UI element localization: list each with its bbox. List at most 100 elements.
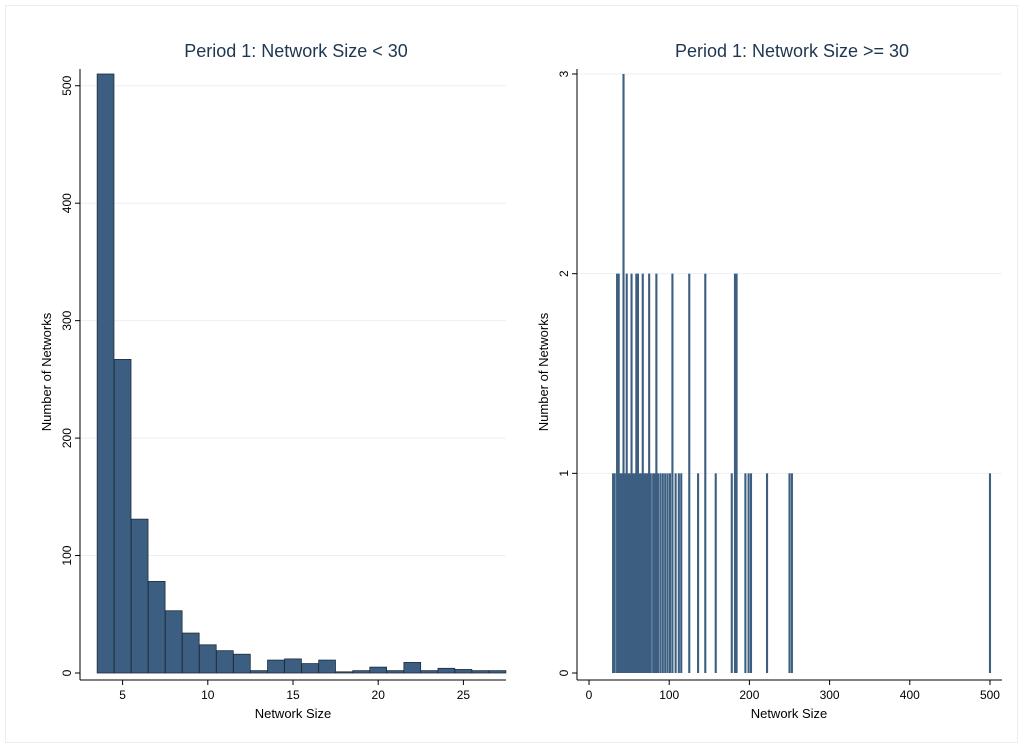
left-histogram-bar — [301, 663, 319, 674]
left-x-tick-label: 10 — [201, 688, 215, 702]
right-histogram-bar — [628, 473, 631, 673]
right-histogram-bar — [671, 273, 674, 673]
right-histogram-bar — [633, 473, 636, 673]
left-y-axis-label: Number of Networks — [39, 312, 54, 431]
left-histogram-bar — [352, 670, 370, 674]
right-histogram-bar — [636, 273, 639, 673]
right-histogram-bar — [632, 473, 635, 673]
right-histogram-bar — [697, 473, 700, 673]
left-y-tick-label: 200 — [60, 428, 74, 448]
right-histogram-bar — [630, 273, 633, 673]
right-histogram-bar — [674, 473, 677, 673]
left-histogram-bar — [113, 359, 132, 674]
right-histogram-bar — [627, 473, 630, 673]
right-histogram-bar — [652, 473, 655, 673]
right-y-tick-label: 0 — [557, 669, 571, 676]
left-histogram-bar — [181, 632, 200, 674]
left-histogram-bar — [420, 670, 439, 674]
right-histogram-bar — [641, 273, 644, 673]
right-histogram-bar — [617, 273, 620, 673]
left-histogram-bar — [403, 662, 422, 674]
right-histogram-bar — [661, 473, 664, 673]
right-histogram-bar — [688, 273, 691, 673]
right-y-axis-label: Number of Networks — [536, 312, 551, 431]
right-histogram-bar — [653, 473, 656, 673]
right-histogram-bar — [646, 473, 649, 673]
right-histogram-bar — [747, 473, 750, 673]
left-y-tick-label: 100 — [60, 545, 74, 565]
right-histogram-bar — [744, 473, 747, 673]
right-histogram-bar — [638, 473, 641, 673]
right-histogram-bar — [666, 473, 669, 673]
right-histogram-bar — [622, 74, 625, 673]
left-histogram-bar — [284, 658, 302, 674]
right-histogram-bar — [644, 473, 648, 673]
right-x-tick-label: 200 — [739, 688, 759, 702]
left-y-tick-label: 400 — [60, 193, 74, 213]
right-histogram-bar — [613, 473, 616, 673]
left-histogram-bar — [267, 659, 285, 674]
right-x-tick-label: 400 — [900, 688, 920, 702]
left-histogram-bar — [147, 580, 166, 674]
left-histogram-panel: Period 1: Network Size < 30 Network Size… — [39, 41, 507, 721]
right-histogram-bar — [616, 273, 619, 673]
right-histogram-bar — [988, 473, 992, 673]
right-histogram-bar — [733, 273, 737, 673]
right-y-tick-label: 2 — [557, 270, 571, 277]
right-histogram-bar — [612, 473, 615, 673]
left-y-tick-label: 300 — [60, 310, 74, 330]
right-histogram-bar — [765, 473, 769, 673]
right-histogram-bar — [788, 473, 791, 673]
right-histogram-bar — [659, 473, 662, 673]
right-histogram-bar — [655, 273, 658, 673]
right-x-axis-label: Network Size — [751, 706, 828, 721]
right-histogram-panel: Period 1: Network Size >= 30 Network Siz… — [536, 41, 1002, 721]
left-plot-area: 0 100 200 300 400 500 5 10 15 20 25 — [60, 69, 507, 702]
right-histogram-bar — [640, 473, 643, 673]
right-histogram-bar — [624, 473, 627, 673]
left-histogram-bar — [130, 518, 149, 674]
right-x-tick-label: 300 — [820, 688, 840, 702]
right-histogram-bar — [625, 273, 628, 673]
right-histogram-bar — [668, 473, 672, 673]
right-y-tick-label: 1 — [557, 470, 571, 477]
left-histogram-bar — [250, 670, 268, 674]
left-histogram-bar — [164, 610, 183, 674]
left-histogram-bar — [335, 671, 353, 674]
left-histogram-bar — [454, 669, 473, 674]
left-histogram-bar — [471, 670, 490, 674]
right-histogram-bar — [714, 473, 717, 673]
right-x-tick-label: 100 — [659, 688, 679, 702]
left-histogram-bar — [488, 670, 507, 674]
right-x-tick-label: 0 — [586, 688, 593, 702]
right-histogram-bar — [635, 273, 638, 673]
left-histogram-bar — [96, 73, 115, 674]
right-plot-area: 0 1 2 3 0 100 200 300 400 500 — [557, 69, 1002, 702]
left-x-tick-label: 25 — [457, 688, 471, 702]
left-chart-title: Period 1: Network Size < 30 — [184, 41, 408, 61]
right-histogram-bar — [620, 473, 623, 673]
left-histogram-bar — [233, 653, 251, 674]
right-histogram-bar — [735, 273, 738, 673]
right-histogram-bar — [664, 473, 667, 673]
figure-border — [5, 5, 1018, 743]
left-histogram-bar — [369, 666, 387, 674]
right-histogram-bar — [649, 473, 652, 673]
left-x-tick-label: 5 — [119, 688, 126, 702]
left-histogram-bar — [216, 650, 234, 674]
right-histogram-bar — [749, 473, 753, 673]
left-histogram-bar — [198, 644, 217, 674]
right-y-tick-label: 3 — [557, 70, 571, 77]
right-histogram-bar — [656, 473, 660, 673]
left-histogram-bar — [318, 659, 336, 674]
left-y-tick-label: 500 — [60, 75, 74, 95]
left-histogram-bar — [386, 670, 405, 674]
right-chart-title: Period 1: Network Size >= 30 — [675, 41, 909, 61]
right-histogram-bar — [680, 473, 683, 673]
left-x-tick-label: 15 — [286, 688, 300, 702]
right-histogram-bar — [643, 473, 646, 673]
right-x-tick-label: 500 — [980, 688, 1000, 702]
left-y-tick-label: 0 — [60, 669, 74, 676]
left-histogram-bar — [437, 667, 456, 674]
